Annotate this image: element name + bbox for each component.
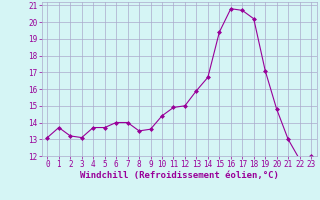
X-axis label: Windchill (Refroidissement éolien,°C): Windchill (Refroidissement éolien,°C) [80,171,279,180]
